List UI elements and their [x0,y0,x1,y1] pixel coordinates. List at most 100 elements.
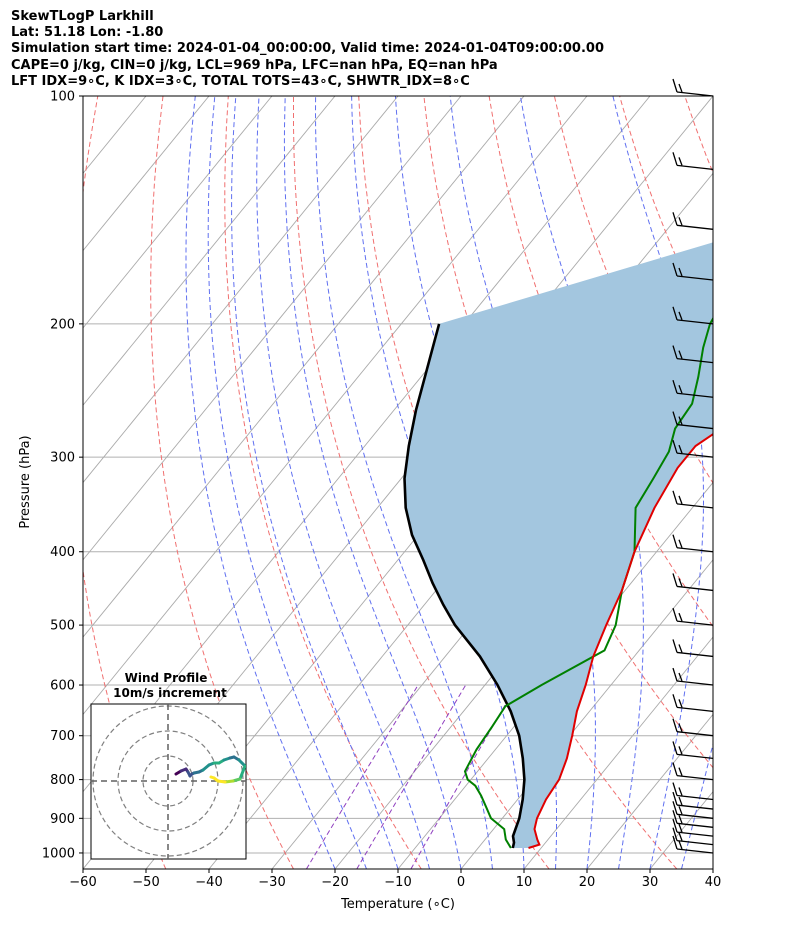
wind-barb [676,224,714,230]
mixing-ratio-line [410,684,518,869]
wind-barb-flag [678,815,683,824]
y-tick-label: 200 [50,317,75,332]
dry-adiabat-line [423,96,713,769]
moist-adiabat-line [231,96,399,869]
isotherm-line [83,96,399,484]
x-tick-label: 20 [579,875,596,890]
wind-barb [676,547,714,553]
isotherm-line [83,96,336,406]
x-axis-label: Temperature (∘C) [340,897,455,912]
x-tick-label: −30 [258,875,285,890]
parcel-profile-line [403,323,526,849]
indices-text-2: LFT IDX=9∘C, K IDX=3∘C, TOTAL TOTS=43∘C,… [11,73,470,89]
wind-barb-flag [678,311,683,321]
wind-barb-flag [678,672,683,682]
y-tick-label: 800 [50,773,75,788]
wind-barb [676,731,714,737]
isotherm-line [712,868,713,869]
time-text: Simulation start time: 2024-01-04_00:00:… [11,41,604,57]
mixing-ratio-line [356,684,467,869]
wind-barb-flag [678,416,683,425]
x-tick-label: −10 [384,875,411,890]
wind-barb-flag [678,83,683,93]
wind-barb [676,651,714,658]
y-axis-label: Pressure (hPa) [18,435,33,528]
wind-barb-flag [678,806,683,815]
hodograph-segment [238,764,246,781]
wind-barb-flag [672,694,678,708]
x-tick-label: −50 [132,875,159,890]
isotherm-line [83,96,84,97]
wind-barb-flag [672,810,678,824]
hodograph-inset: Wind Profile 10m/s increment [90,671,247,860]
wind-barb [676,813,714,819]
hodograph-title: Wind Profile [125,671,208,685]
wind-barb-flag [672,827,678,841]
wind-barb-flag [672,835,678,850]
isotherm-line [83,96,462,561]
wind-barb-flag [678,832,683,841]
wind-barb [676,585,714,592]
isotherm-line [586,713,713,869]
wind-barb-flag [678,444,683,454]
wind-barb [676,848,714,854]
wind-barb-flag [672,818,678,833]
moist-adiabat-line [185,96,336,869]
x-tick-label: 0 [457,875,465,890]
dry-adiabat-line [293,96,550,869]
dry-adiabat-line [150,96,294,869]
wind-barb-flag [678,699,683,708]
isotherm-line [83,96,273,329]
wind-barb-flag [672,411,678,425]
wind-barb-flag [678,787,683,796]
wind-barb-flag [672,801,678,815]
wind-barbs [672,78,714,854]
dry-adiabat-line [750,96,794,869]
moist-adiabat-line [283,96,462,869]
wind-barb-flag [672,639,678,653]
x-tick-label: −20 [321,875,348,890]
isotherm-line [83,96,210,252]
wind-barb-flag [678,723,683,732]
wind-barb-flag [672,490,678,505]
wind-barb-flag [672,262,678,277]
wind-barb-flag [672,439,678,454]
moist-adiabat-line [207,96,367,869]
wind-barb [676,620,714,626]
wind-barb-flag [678,746,683,755]
temperature-line [528,433,713,849]
wind-barb [676,706,714,712]
y-tick-label: 600 [50,679,75,694]
wind-barb [676,423,714,430]
moist-adiabat-line [314,96,493,869]
isotherm-line [397,481,713,869]
wind-barb-flag [678,612,683,622]
y-tick-label: 300 [50,451,75,466]
wind-barb-flag [678,796,683,806]
wind-barb [676,680,714,686]
wind-barb-flag [672,782,678,796]
wind-barb [676,357,714,364]
wind-barb-flag [678,823,683,833]
indices-text-1: CAPE=0 j/kg, CIN=0 j/kg, LCL=969 hPa, LF… [11,57,498,73]
wind-barb-flag [672,718,678,732]
wind-barb [676,392,714,398]
wind-barb-flag [672,762,678,776]
chart-series [403,242,713,849]
isotherm-line [649,790,713,869]
wind-barb [676,794,714,801]
y-tick-label: 900 [50,812,75,827]
hodograph-plot [91,704,246,859]
wind-barb-flag [672,607,678,622]
wind-barb [676,275,714,281]
wind-barb [676,831,714,837]
wind-barb-flag [678,217,683,226]
wind-barb [676,839,714,846]
dewpoint-line [463,316,713,849]
wind-barb-flag [672,152,678,166]
wind-barb-flag [678,350,683,359]
moist-adiabat-line [712,867,713,869]
wind-barb-flag [672,791,678,806]
y-tick-label: 1000 [42,846,75,861]
